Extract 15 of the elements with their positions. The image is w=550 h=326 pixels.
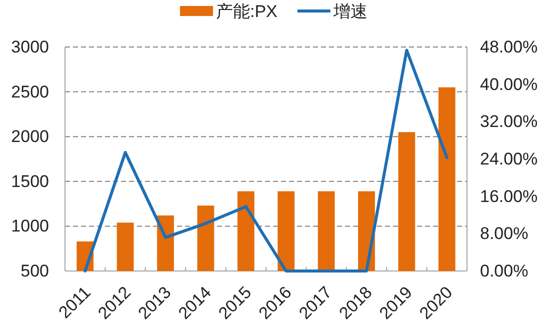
legend-label: 产能:PX bbox=[216, 2, 278, 21]
y2-tick-label: 16.00% bbox=[480, 186, 538, 206]
y-tick-label: 3000 bbox=[11, 38, 49, 56]
y-tick-label: 2000 bbox=[11, 127, 49, 146]
y2-tick-label: 48.00% bbox=[480, 38, 538, 56]
y2-tick-label: 24.00% bbox=[480, 150, 538, 168]
y2-tick-label: 8.00% bbox=[480, 224, 528, 244]
y2-tick-label: 32.00% bbox=[480, 112, 538, 132]
y-tick-label: 2500 bbox=[11, 82, 49, 102]
legend-label: 增速 bbox=[332, 2, 368, 21]
y-tick-label: 1000 bbox=[11, 216, 49, 236]
y-tick-label: 500 bbox=[20, 262, 49, 280]
y-tick-label: 1500 bbox=[11, 172, 49, 191]
y2-tick-label: 0.00% bbox=[480, 262, 528, 280]
y2-tick-label: 40.00% bbox=[480, 74, 538, 94]
